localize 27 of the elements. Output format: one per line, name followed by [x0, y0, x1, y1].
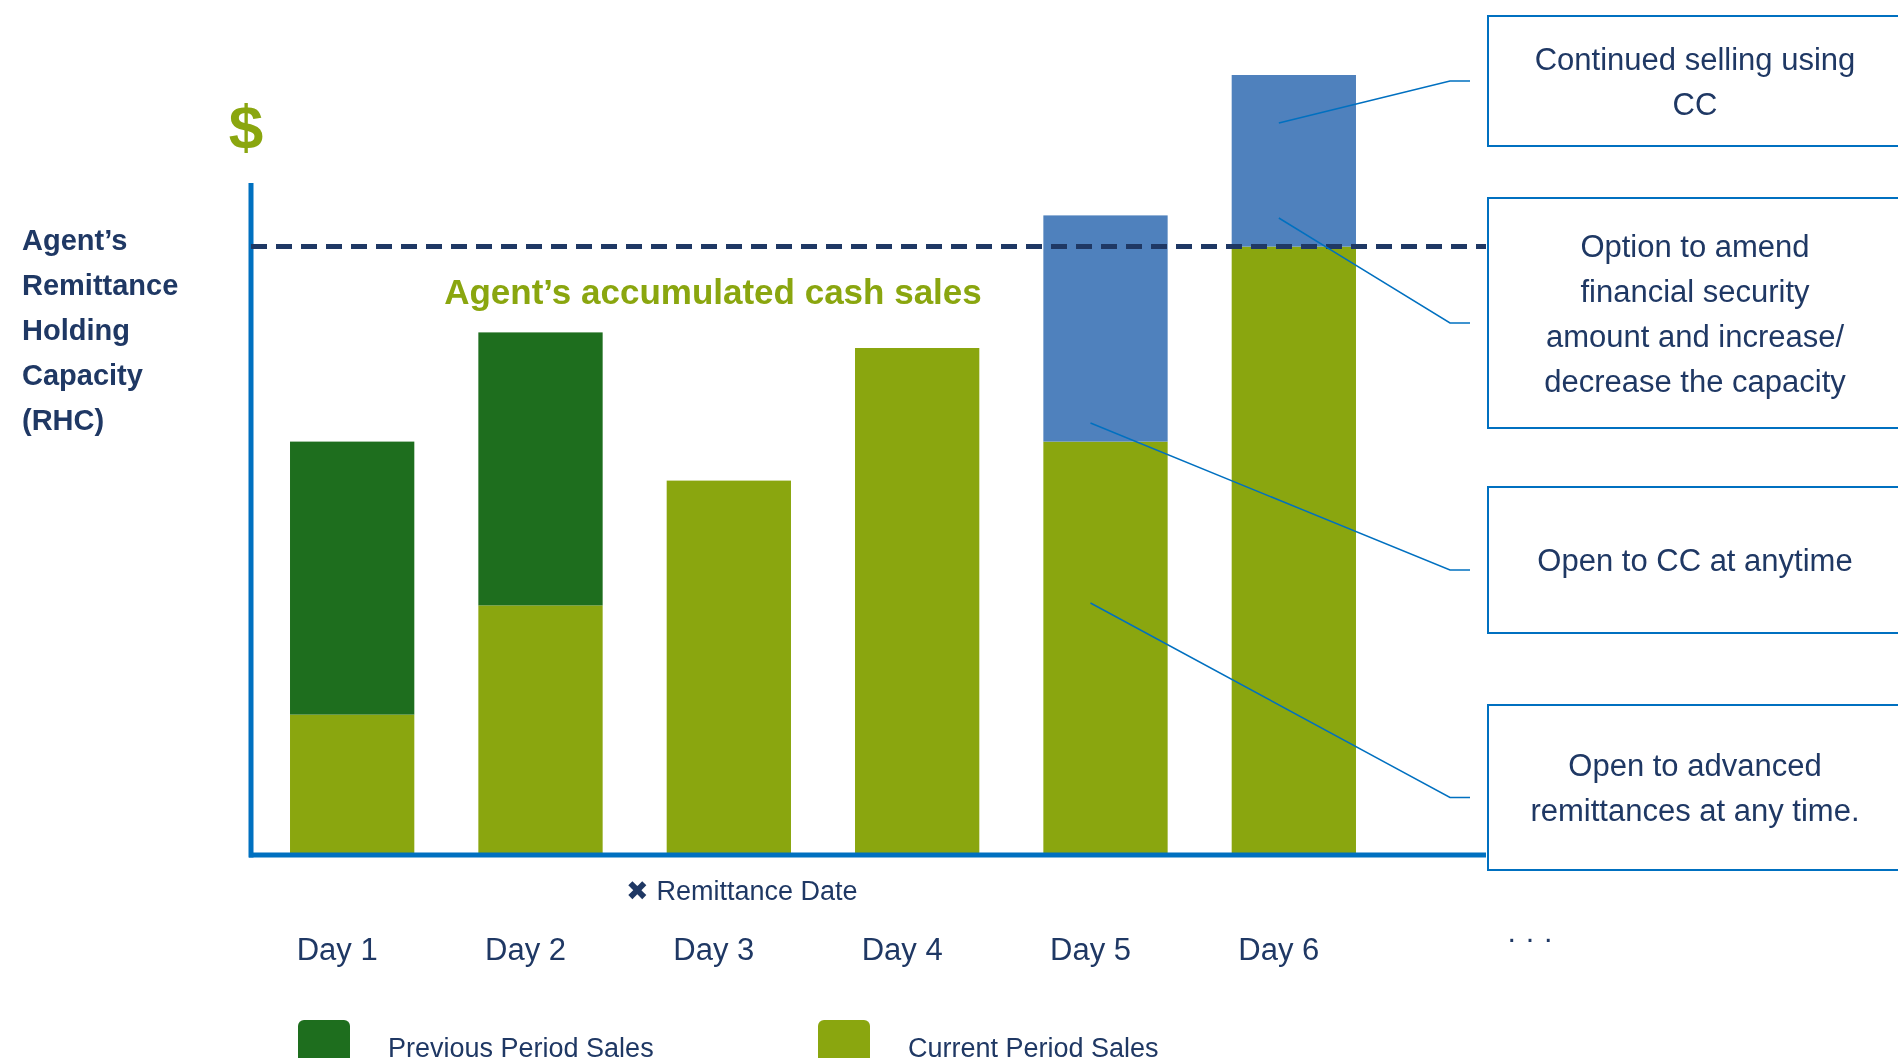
text: · · ·: [1506, 921, 1554, 954]
legend-label: Current Period Sales: [908, 1033, 1159, 1060]
bar: [478, 332, 603, 606]
bar: [290, 714, 415, 855]
x-tick-label: Day 1: [296, 932, 378, 967]
text: Open to CC at anytime: [1537, 543, 1853, 578]
text: Continued selling using CC: [1534, 41, 1856, 122]
x-tick-label: Day 3: [673, 932, 755, 967]
bar: [478, 605, 603, 855]
bar: [855, 348, 980, 855]
text: Option to amend financial security amount and increase/ decrease the capacity: [1544, 228, 1847, 399]
bar: [1231, 246, 1356, 855]
ref-line-label: Agent’s accumulated cash sales: [444, 271, 982, 311]
bar: [1231, 75, 1356, 247]
y-axis-title: Agent’s Remittance Holding Capacity (RHC): [22, 224, 179, 436]
x-tick-label: Day 6: [1238, 932, 1320, 967]
text: ✖ Remittance Date: [626, 876, 858, 906]
annotation: $: [228, 92, 264, 161]
x-tick-label: Day 4: [861, 932, 943, 967]
x-tick-label: Day 2: [485, 932, 566, 967]
x-tick-label: Day 5: [1050, 932, 1131, 967]
bar: [666, 480, 791, 855]
bar: [1043, 215, 1168, 442]
legend-label: Previous Period Sales: [388, 1033, 654, 1060]
bar: [290, 441, 415, 715]
text: Open to advanced remittances at any time.: [1530, 748, 1860, 828]
bar: [1043, 441, 1168, 855]
